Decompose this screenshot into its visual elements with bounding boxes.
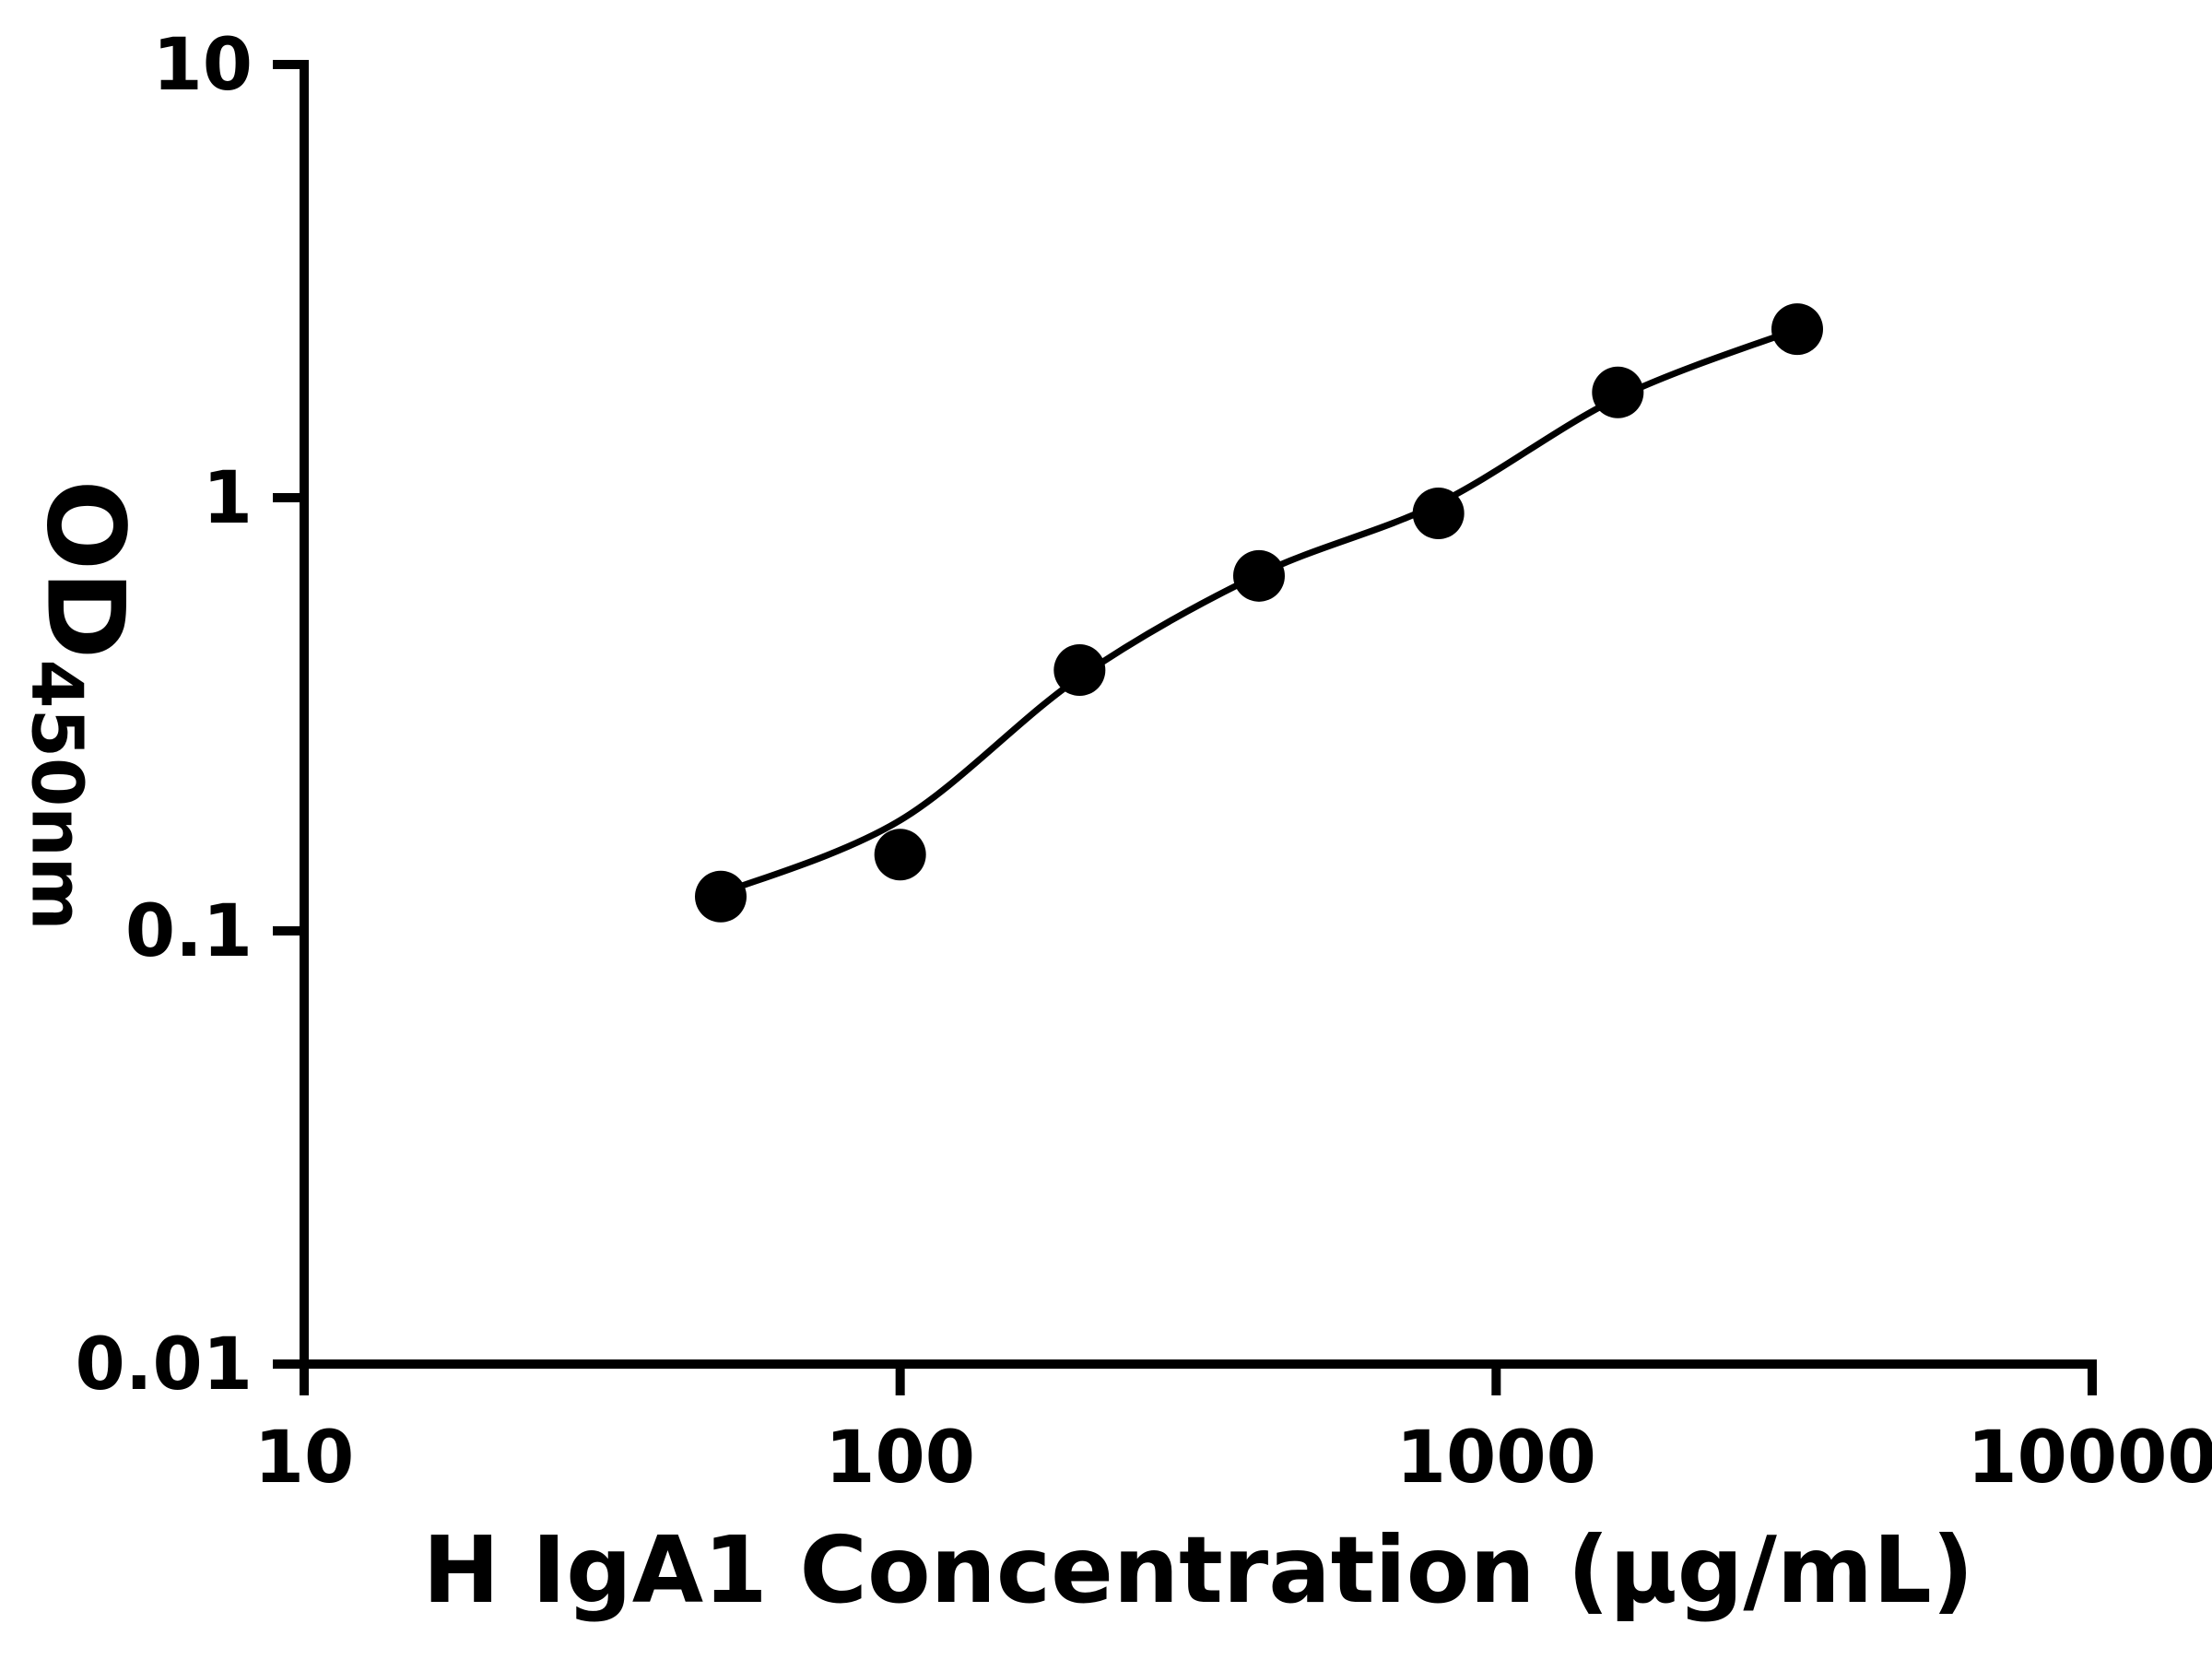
data-point xyxy=(1412,488,1465,540)
x-tick-label: 10 xyxy=(254,1417,355,1500)
y-axis-title-subscript: 450nm xyxy=(15,659,98,931)
x-tick-label: 1000 xyxy=(1396,1417,1596,1500)
y-tick-label: 1 xyxy=(203,457,253,540)
y-tick-label: 10 xyxy=(152,24,253,107)
data-point xyxy=(1771,303,1823,356)
data-point xyxy=(1053,644,1106,697)
data-point xyxy=(695,870,747,923)
x-tick-label: 10000 xyxy=(1967,1417,2212,1500)
y-axis-title-main: OD xyxy=(22,479,147,660)
fit-curve xyxy=(719,325,1799,897)
data-point xyxy=(1592,366,1644,418)
data-point xyxy=(874,829,926,881)
axis-spines xyxy=(300,60,2097,1369)
data-point xyxy=(1232,549,1285,602)
y-tick-label: 0.1 xyxy=(125,890,253,973)
y-axis-title: OD450nm xyxy=(16,479,147,931)
x-axis-title: H IgA1 Concentration (µg/mL) xyxy=(422,1516,1974,1624)
x-tick-label: 100 xyxy=(825,1417,975,1500)
y-tick-label: 0.01 xyxy=(76,1324,253,1406)
